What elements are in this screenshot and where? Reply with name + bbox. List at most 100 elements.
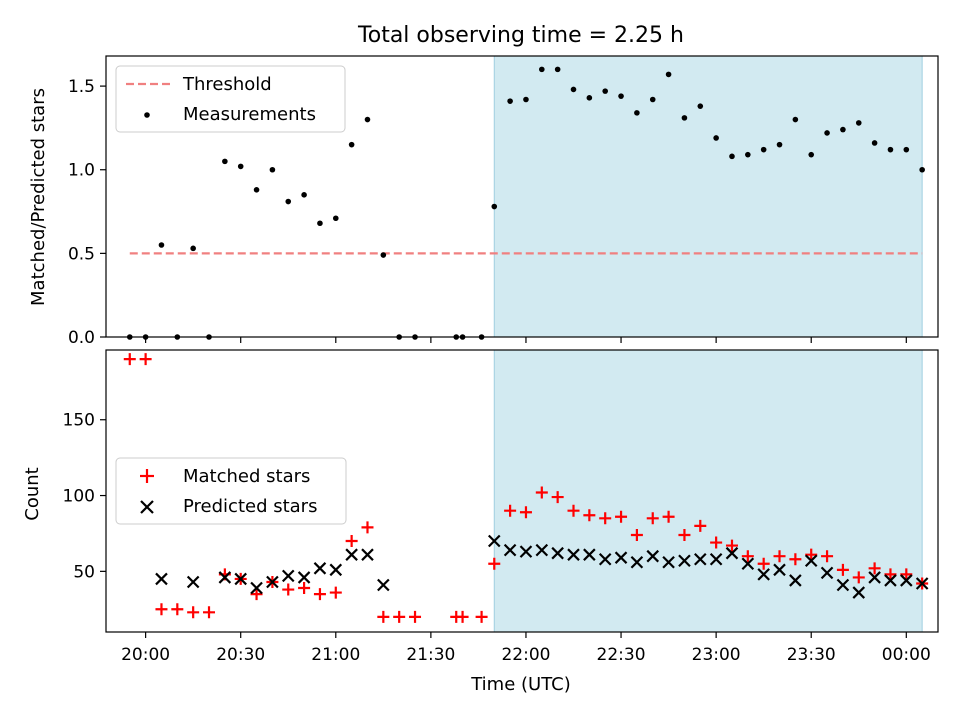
bottom-y-ticks: 50 100 150	[63, 411, 106, 582]
top-shaded-span	[493, 55, 923, 338]
x-tick-label: 20:00	[121, 645, 170, 665]
measurement-point	[269, 166, 276, 173]
measurement-point	[792, 116, 799, 123]
y-tick-label: 1.0	[68, 161, 95, 181]
predicted-star-point	[186, 575, 200, 589]
measurement-point	[301, 192, 307, 198]
predicted-star-point	[567, 548, 580, 561]
x-tick-label: 23:00	[692, 645, 741, 665]
bottom-y-axis-label: Count	[22, 467, 43, 520]
predicted-star-point	[535, 543, 549, 557]
top-legend-box	[115, 65, 346, 133]
measurement-point	[760, 146, 767, 153]
measurement-point	[713, 135, 719, 141]
measurement-point	[919, 166, 925, 173]
y-tick-label: 50	[73, 562, 95, 582]
measurement-point	[871, 140, 878, 146]
predicted-star-point	[789, 574, 802, 587]
legend-predicted-swatch	[140, 500, 154, 514]
predicted-star-point	[519, 545, 533, 558]
matched-star-point	[884, 568, 897, 581]
measurement-point	[665, 71, 672, 78]
legend-matched-label: Matched stars	[183, 466, 310, 487]
matched-star-point	[757, 557, 770, 570]
y-tick-label: 150	[63, 411, 95, 431]
matched-star-point	[836, 563, 849, 576]
predicted-star-point	[709, 552, 723, 566]
legend-measurements-label: Measurements	[183, 104, 316, 125]
matched-star-point	[694, 519, 707, 532]
matched-star-point	[519, 506, 532, 519]
matched-star-point	[900, 568, 913, 581]
top-panel: 0.0 0.5 1.0 1.5 Matched/Predicted stars Thr…	[28, 55, 939, 348]
predicted-star-point	[820, 566, 834, 580]
matched-star-point	[551, 491, 564, 504]
x-tick-label: 00:00	[882, 645, 931, 665]
matched-star-point	[139, 353, 152, 366]
x-tick-label: 23:30	[787, 645, 836, 665]
matched-star-point	[475, 610, 488, 623]
bottom-shaded-span	[493, 349, 923, 633]
matched-star-point	[298, 582, 311, 595]
matched-star-point	[710, 536, 723, 549]
predicted-star-point	[884, 574, 897, 587]
measurement-point	[681, 115, 688, 121]
bottom-marks	[123, 353, 929, 623]
x-tick-label: 20:30	[216, 645, 265, 665]
measurement-point	[348, 141, 355, 148]
matched-star-point	[329, 586, 342, 599]
measurement-point	[602, 88, 608, 94]
measurement-point	[158, 242, 165, 248]
chart-title: Total observing time = 2.25 h	[357, 23, 684, 48]
matched-star-point	[630, 528, 643, 541]
predicted-star-point	[377, 578, 390, 592]
predicted-star-point	[583, 548, 596, 561]
measurement-point	[824, 130, 830, 136]
x-tick-label: 22:00	[501, 645, 550, 665]
measurement-point	[745, 151, 751, 158]
predicted-star-point	[551, 546, 564, 560]
x-tick-label: 22:30	[597, 645, 646, 665]
predicted-star-point	[250, 581, 263, 595]
measurement-point	[190, 245, 196, 252]
measurement-point	[253, 187, 260, 193]
predicted-star-point	[773, 563, 786, 577]
predicted-star-point	[630, 555, 644, 569]
matched-star-point	[535, 486, 548, 499]
measurement-point	[808, 151, 815, 158]
measurement-point	[903, 146, 910, 153]
y-tick-label: 0.0	[68, 328, 95, 348]
matched-star-point	[187, 606, 200, 619]
matched-star-point	[852, 571, 865, 584]
matched-star-point	[599, 512, 612, 525]
predicted-star-point	[313, 562, 327, 575]
measurement-point	[840, 126, 846, 133]
measurement-point	[317, 220, 323, 227]
predicted-star-point	[614, 551, 628, 564]
predicted-star-point	[646, 549, 660, 563]
legend-measurements-swatch	[144, 112, 150, 118]
matched-star-point	[171, 603, 184, 616]
top-y-axis-label: Matched/Predicted stars	[28, 88, 49, 306]
top-x-ticks	[145, 337, 907, 343]
x-tick-label: 21:00	[311, 645, 360, 665]
matched-star-point	[377, 610, 390, 623]
matched-star-point	[361, 521, 374, 534]
predicted-star-point	[725, 546, 739, 560]
measurement-point	[364, 116, 371, 123]
matched-star-point	[868, 562, 881, 575]
measurement-point	[507, 98, 513, 104]
predicted-star-point	[900, 574, 913, 587]
predicted-star-point	[281, 569, 295, 583]
matched-star-point	[393, 610, 406, 623]
measurement-point	[776, 141, 783, 148]
matched-star-point	[155, 603, 168, 616]
measurement-point	[697, 103, 704, 109]
measurement-point	[539, 66, 545, 73]
measurement-point	[237, 163, 244, 170]
matched-star-point	[789, 553, 802, 566]
measurement-point	[491, 203, 498, 210]
matched-star-point	[725, 539, 738, 552]
measurement-point	[222, 158, 228, 165]
